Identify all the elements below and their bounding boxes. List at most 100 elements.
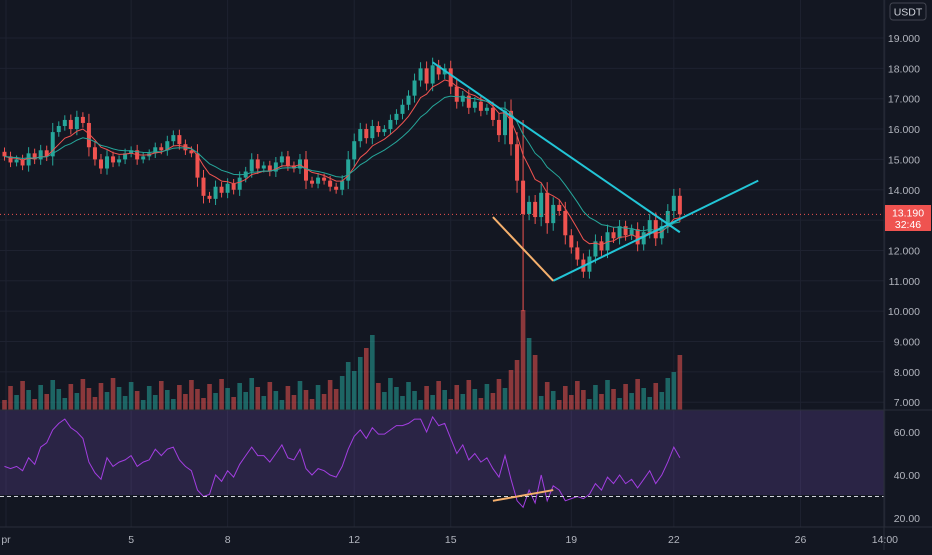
candle-body xyxy=(617,226,622,239)
currency-badge[interactable] xyxy=(889,2,927,21)
candle-body xyxy=(261,165,266,169)
candle-body xyxy=(406,95,411,105)
candle-body xyxy=(50,132,55,157)
volume-bar xyxy=(80,379,86,410)
candle-body xyxy=(177,135,182,145)
volume-bar xyxy=(345,362,351,410)
volume-bar xyxy=(158,381,164,410)
volume-bar xyxy=(508,370,514,410)
trendlines[interactable] xyxy=(432,61,759,282)
volume-bar xyxy=(122,396,128,410)
candle-body xyxy=(430,65,435,84)
candle-body xyxy=(611,232,616,239)
candle-body xyxy=(388,119,393,130)
volume-bar xyxy=(321,394,327,410)
volume-bar xyxy=(237,383,242,410)
candle-body xyxy=(533,201,538,218)
volume-bar xyxy=(98,383,104,410)
price-tick-label: 8.000 xyxy=(894,367,920,379)
candle-body xyxy=(38,150,43,160)
candle-body xyxy=(394,113,399,120)
volume-bar xyxy=(267,382,273,410)
last-price-value: 13.190 xyxy=(892,208,924,220)
candle-body xyxy=(575,247,580,260)
volume-bar xyxy=(327,380,333,410)
candle-body xyxy=(665,210,670,227)
trendline-falling_lower[interactable] xyxy=(492,216,554,282)
candle-body xyxy=(20,159,25,166)
volume-bar xyxy=(140,400,146,410)
volume-bar xyxy=(611,389,616,410)
candle-body xyxy=(92,147,97,160)
time-tick-label: 14:00 xyxy=(872,534,898,546)
time-tick-label: 19 xyxy=(565,534,577,546)
candle-body xyxy=(225,183,230,193)
candle-body xyxy=(62,119,67,127)
candle-body xyxy=(527,201,532,215)
ema-fast-line xyxy=(4,79,680,246)
candle-body xyxy=(671,195,676,211)
volume-bar xyxy=(315,385,321,410)
candle-body xyxy=(267,165,272,172)
candle-body xyxy=(647,220,652,233)
volume-bar xyxy=(92,397,98,410)
candle-body xyxy=(80,116,85,123)
volume-bar xyxy=(134,391,140,410)
candle-body xyxy=(539,192,544,218)
price-tick-label: 7.000 xyxy=(894,397,920,409)
volume-bar xyxy=(38,385,43,410)
volume-bar xyxy=(502,388,508,410)
volume-bar xyxy=(496,379,502,410)
candle-body xyxy=(322,177,327,181)
volume-bar xyxy=(62,398,68,410)
volume-bar xyxy=(32,399,37,410)
candle-body xyxy=(460,95,465,102)
candle-body xyxy=(2,151,7,157)
volume-bar xyxy=(351,371,357,410)
price-tick-label: 11.000 xyxy=(889,276,920,288)
volume-bar xyxy=(599,394,604,410)
candle-body xyxy=(376,126,381,133)
ema-slow-line xyxy=(4,95,680,232)
volume-bar xyxy=(544,382,550,410)
volume-bar xyxy=(291,395,297,410)
volume-bar xyxy=(442,390,447,410)
volume-bar xyxy=(152,395,158,410)
volume-bar xyxy=(605,380,610,410)
volume-bar xyxy=(418,400,423,410)
candle-body xyxy=(436,65,441,75)
candle-body xyxy=(44,150,49,157)
price-tick-label: 9.000 xyxy=(894,337,920,349)
candle-body xyxy=(14,159,19,163)
candle-body xyxy=(629,229,634,236)
volume-bar xyxy=(110,378,116,410)
last-price-badge xyxy=(885,205,931,231)
volume-bar xyxy=(255,387,261,410)
volume-bar xyxy=(659,392,665,410)
volume-bar xyxy=(14,395,19,410)
candle-body xyxy=(418,68,423,81)
candle-body xyxy=(171,135,176,142)
volume-bar xyxy=(357,357,363,410)
volume-bar xyxy=(171,399,176,410)
candle-body xyxy=(352,141,357,160)
volume-bar xyxy=(653,383,659,410)
candle-body xyxy=(448,68,453,87)
grid-lines xyxy=(0,0,886,527)
candle-body xyxy=(141,156,146,160)
candle-body xyxy=(213,186,218,199)
volume-bar xyxy=(478,398,484,410)
candle-body xyxy=(291,165,296,169)
rsi-tick-label: 40.00 xyxy=(894,470,920,482)
volume-bar xyxy=(623,384,628,410)
candle-body xyxy=(8,156,13,163)
trendline-descending_upper[interactable] xyxy=(432,61,681,234)
volume-bar xyxy=(665,378,671,410)
time-tick-label: 8 xyxy=(225,534,231,546)
volume-bar xyxy=(213,393,218,410)
candle-body xyxy=(279,156,284,163)
volume-bar xyxy=(550,391,556,410)
trendline-ascending_lower[interactable] xyxy=(552,179,759,282)
